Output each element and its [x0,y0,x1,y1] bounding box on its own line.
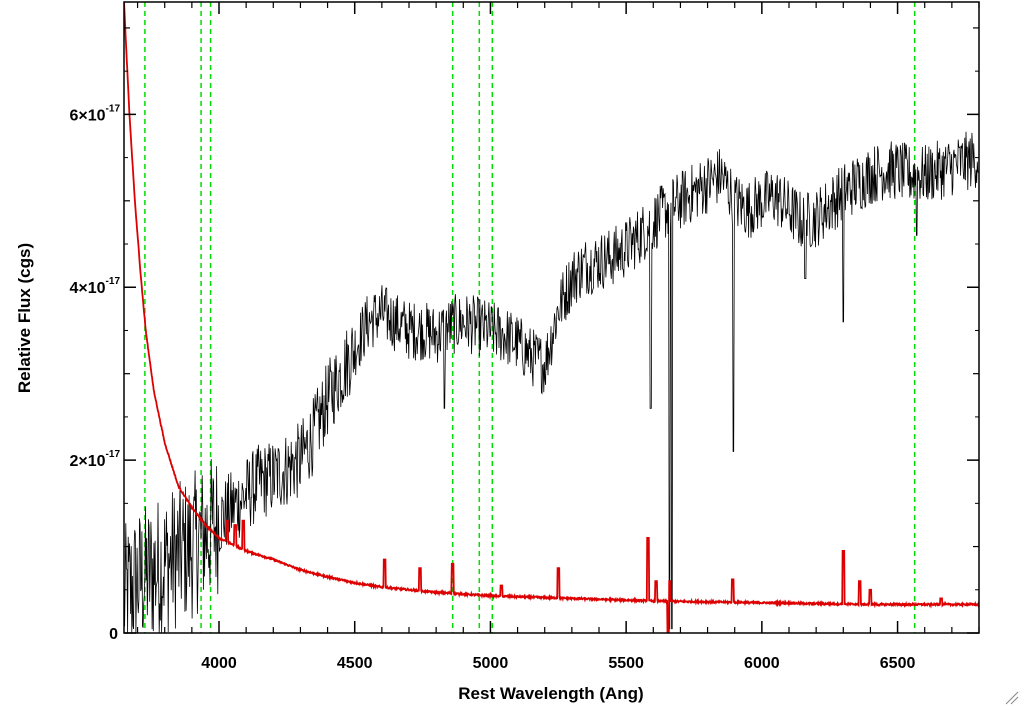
axis-ticks [124,2,980,634]
x-tick-label: 4000 [201,655,237,672]
x-tick-label: 4500 [337,655,373,672]
plot-frame [123,1,980,634]
y-axis-label: Relative Flux (cgs) [15,243,34,393]
tick-labels: 4000 4500 5000 5500 6000 6500 0 2×10-17 4×10-17 6… [70,103,916,672]
x-tick-label: 6000 [744,655,780,672]
model-spectrum-line [124,2,979,633]
series-layer [124,2,979,633]
x-tick-label: 5500 [608,655,644,672]
resize-grip-icon [1005,691,1019,705]
x-axis-label: Rest Wavelength (Ang) [458,684,643,703]
y-tick-label: 6×10-17 [70,103,121,124]
observed-spectrum-line [124,131,979,633]
y-tick-label: 0 [109,626,118,643]
y-tick-label: 4×10-17 [70,276,121,297]
x-tick-label: 5000 [473,655,509,672]
y-tick-label: 2×10-17 [70,449,121,470]
x-tick-label: 6500 [880,655,916,672]
